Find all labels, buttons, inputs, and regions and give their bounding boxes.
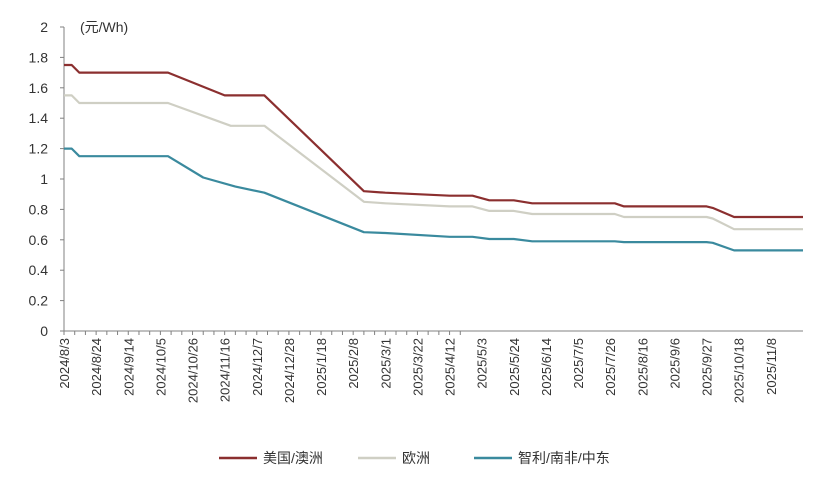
x-tick-label: 2025/5/24 — [507, 338, 522, 396]
series-line — [64, 94, 803, 231]
y-tick-label: 1 — [40, 171, 48, 187]
y-tick-label: 0.2 — [29, 293, 49, 309]
x-tick-label: 2025/9/6 — [667, 338, 682, 389]
legend-label: 欧洲 — [402, 450, 430, 466]
y-tick-label: 2 — [40, 19, 48, 35]
x-tick-label: 2024/12/7 — [250, 338, 265, 396]
x-tick-label: 2024/12/28 — [282, 338, 297, 403]
x-tick-label: 2025/3/22 — [410, 338, 425, 396]
x-tick-label: 2024/8/24 — [89, 338, 104, 396]
x-tick-label: 2024/9/14 — [121, 338, 136, 396]
x-tick-label: 2025/6/14 — [539, 338, 554, 396]
legend-label: 智利/南非/中东 — [518, 450, 610, 466]
series-line — [64, 147, 803, 252]
y-tick-label: 1.2 — [29, 141, 49, 157]
series-line — [64, 63, 803, 219]
x-tick-label: 2025/9/27 — [700, 338, 715, 396]
x-tick-label: 2025/5/3 — [475, 338, 490, 389]
x-tick-label: 2025/3/1 — [378, 338, 393, 389]
y-tick-label: 0.6 — [29, 232, 49, 248]
unit-label: (元/Wh) — [80, 19, 128, 35]
legend: 美国/澳洲 欧洲 智利/南非/中东 — [219, 450, 610, 466]
y-tick-label: 0 — [40, 323, 48, 339]
x-tick-label: 2025/7/5 — [571, 338, 586, 389]
x-tick-label: 2025/1/18 — [314, 338, 329, 396]
x-tick-label: 2025/11/8 — [764, 338, 779, 395]
y-tick-label: 1.4 — [29, 110, 49, 126]
x-axis: 2024/8/3 2024/8/24 2024/9/14 2024/10/5 2024/… — [57, 330, 803, 403]
y-tick-label: 1.6 — [29, 80, 49, 96]
y-axis: 0 0.2 0.4 0.6 0.8 1 1.2 1.4 1.6 1.8 2 — [29, 19, 65, 339]
x-tick-label: 2025/10/18 — [732, 338, 747, 403]
x-tick-label: 2024/10/5 — [153, 338, 168, 396]
x-tick-label: 2025/4/12 — [443, 338, 458, 396]
x-tick-label: 2025/8/16 — [635, 338, 650, 396]
y-tick-label: 0.8 — [29, 201, 49, 217]
legend-label: 美国/澳洲 — [263, 450, 323, 466]
x-tick-label: 2025/2/8 — [346, 338, 361, 389]
x-tick-label: 2024/8/3 — [57, 338, 72, 389]
x-tick-label: 2024/10/26 — [186, 338, 201, 403]
x-tick-label: 2024/11/16 — [218, 338, 233, 402]
y-tick-label: 1.8 — [29, 49, 49, 65]
x-tick-label: 2025/7/26 — [603, 338, 618, 396]
series-layer — [64, 63, 803, 252]
y-tick-label: 0.4 — [29, 262, 49, 278]
